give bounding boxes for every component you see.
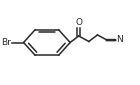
Text: O: O xyxy=(75,18,82,27)
Text: N: N xyxy=(116,35,123,44)
Text: Br: Br xyxy=(1,38,10,47)
